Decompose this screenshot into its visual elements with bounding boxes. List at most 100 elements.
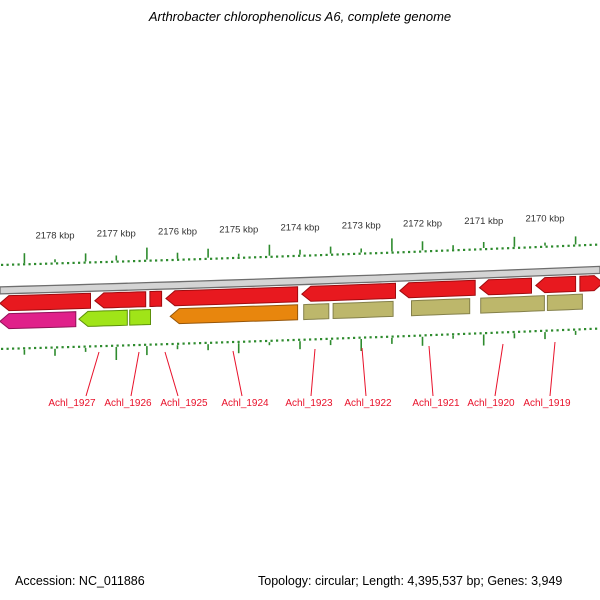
gene-label-achl-1921[interactable]: Achl_1921 (412, 398, 460, 409)
gene-arrow-achl-1921[interactable] (411, 298, 471, 317)
ruler-tick (54, 259, 56, 263)
gene-arrow-achl-1920[interactable] (480, 295, 545, 314)
gene-arrow-achl-1925[interactable] (129, 308, 151, 326)
density-dot (34, 346, 37, 350)
gene-arrow-achl-1927[interactable] (0, 311, 77, 330)
density-dot (545, 329, 548, 332)
density-dot (193, 342, 196, 345)
ruler-dot (204, 257, 207, 260)
gene-label-achl-1925[interactable]: Achl_1925 (160, 398, 208, 409)
density-dot (182, 342, 185, 345)
density-dot (358, 336, 361, 339)
ruler-dot (72, 261, 75, 264)
ruler-dot (166, 259, 169, 262)
ruler-tick (544, 242, 546, 246)
density-dot (105, 344, 108, 348)
gene-arrow-achl-1926[interactable] (78, 309, 128, 327)
ruler-label: 2171 kbp (464, 216, 503, 227)
ruler-dot (463, 248, 466, 251)
gene-label-line (164, 351, 179, 397)
density-dot (28, 347, 31, 350)
ruler-dot (188, 258, 191, 261)
ruler-dot (138, 259, 141, 263)
ruler-dot (83, 261, 86, 264)
density-dot (540, 329, 543, 332)
density-dot (265, 339, 268, 343)
gene-arrow[interactable] (399, 279, 476, 299)
density-dot (89, 345, 92, 348)
gene-arrow[interactable] (149, 290, 163, 307)
gene-arrow[interactable] (165, 286, 299, 307)
ruler-dot (155, 259, 158, 262)
density-dot (435, 333, 438, 336)
ruler-dot (237, 256, 240, 259)
density-tick (146, 346, 148, 356)
gene-arrow[interactable] (478, 277, 532, 296)
density-dot (413, 334, 416, 337)
gene-label-achl-1920[interactable]: Achl_1920 (467, 398, 515, 409)
density-dot (166, 343, 169, 346)
density-dot (353, 336, 356, 339)
density-dot (39, 346, 42, 349)
ruler-tick (329, 246, 332, 254)
density-dot (512, 330, 515, 334)
ruler-tick (23, 253, 26, 264)
density-dot (292, 338, 295, 342)
ruler-dot (375, 252, 378, 255)
ruler-dot (551, 245, 554, 248)
genome-map[interactable]: 2178 kbp 2177 kbp 2176 kbp 2175 kbp 2174 kbp… (0, 0, 600, 470)
ruler-dot (468, 248, 471, 251)
density-tick (391, 337, 393, 344)
density-tick (513, 333, 516, 339)
ruler-dot (303, 254, 306, 257)
gene-label-achl-1919[interactable]: Achl_1919 (523, 398, 571, 409)
ruler-tick (115, 255, 118, 261)
density-dot (529, 330, 532, 333)
density-dot (67, 346, 70, 349)
ruler-dot (94, 261, 97, 264)
ruler-dot (446, 249, 449, 252)
density-dot (424, 334, 427, 337)
density-tick (23, 349, 26, 355)
ruler-dot (1, 263, 4, 266)
gene-arrow-achl-1922[interactable] (332, 300, 394, 320)
gene-arrow[interactable] (535, 275, 577, 294)
gene-arrow[interactable] (94, 291, 147, 309)
ruler-dot (254, 256, 257, 259)
ruler-dot (507, 247, 510, 250)
density-dot (298, 338, 301, 341)
gene-arrow[interactable] (0, 292, 91, 312)
ruler-label: 2177 kbp (97, 229, 136, 240)
ruler-dot (28, 263, 31, 266)
gene-arrow-achl-1923[interactable] (303, 303, 330, 321)
ruler-dot (364, 252, 367, 255)
gene-arrow-achl-1924[interactable] (169, 304, 299, 325)
gene-label-achl-1924[interactable]: Achl_1924 (221, 398, 269, 409)
density-dot (501, 331, 504, 334)
gene-label-achl-1926[interactable]: Achl_1926 (104, 398, 152, 409)
gene-label-achl-1922[interactable]: Achl_1922 (344, 398, 392, 409)
gene-arrow[interactable] (301, 282, 396, 302)
ruler-dot (61, 262, 64, 265)
ruler-dot (397, 251, 400, 254)
gene-arrow[interactable] (579, 275, 600, 292)
density-dot (210, 341, 213, 344)
ruler-dot (391, 251, 394, 254)
ruler-dot (23, 263, 26, 266)
ruler-dot (452, 249, 455, 252)
ruler-dot (424, 250, 427, 253)
density-dot (589, 327, 592, 330)
density-dot (56, 346, 59, 349)
gene-label-achl-1927[interactable]: Achl_1927 (48, 398, 96, 409)
gene-arrow-achl-1919[interactable] (546, 293, 583, 312)
ruler-label: 2170 kbp (525, 214, 564, 225)
density-dot (188, 342, 191, 345)
ruler-dot (215, 257, 218, 260)
density-dot (402, 335, 405, 338)
ruler-dot (265, 255, 268, 259)
density-dot (309, 338, 312, 341)
gene-label-achl-1923[interactable]: Achl_1923 (285, 398, 333, 409)
density-dot (507, 331, 510, 334)
ruler-dot (298, 254, 301, 257)
